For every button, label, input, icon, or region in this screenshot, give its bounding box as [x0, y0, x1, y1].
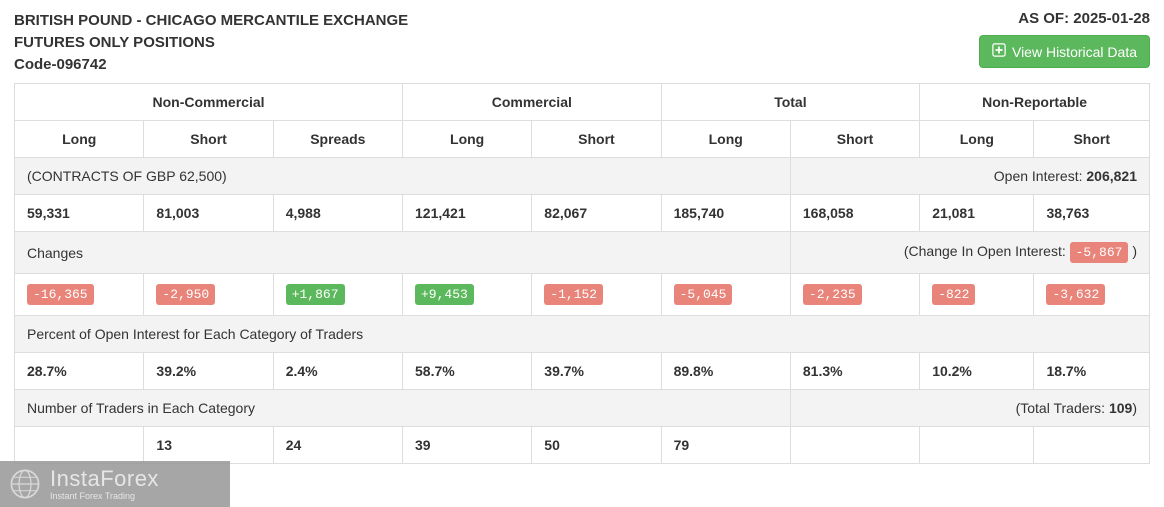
- pct-cell: 39.7%: [532, 353, 661, 390]
- trader-cell: [15, 427, 144, 464]
- col-short-2: Short: [532, 121, 661, 158]
- pos-cell: 168,058: [791, 195, 920, 232]
- watermark: InstaForex Instant Forex Trading: [0, 461, 230, 507]
- change-oi-cell: (Change In Open Interest: -5,867 ): [791, 232, 1149, 274]
- open-interest-value: 206,821: [1086, 168, 1137, 184]
- pos-cell: 4,988: [274, 195, 403, 232]
- header-left: BRITISH POUND - CHICAGO MERCANTILE EXCHA…: [14, 10, 408, 75]
- table-wrap: Non-Commercial Commercial Total Non-Repo…: [0, 83, 1164, 464]
- trader-cell: 79: [662, 427, 791, 464]
- group-noncommercial: Non-Commercial: [15, 84, 403, 121]
- pos-cell: 121,421: [403, 195, 532, 232]
- col-short-1: Short: [144, 121, 273, 158]
- change-cell: -1,152: [532, 274, 661, 316]
- pct-cell: 58.7%: [403, 353, 532, 390]
- percent-label: Percent of Open Interest for Each Catego…: [15, 316, 1149, 353]
- change-cell: -16,365: [15, 274, 144, 316]
- changes-label: Changes: [15, 232, 791, 274]
- as-of-date: 2025-01-28: [1073, 10, 1150, 27]
- total-traders-label: (Total Traders:: [1016, 400, 1105, 416]
- group-total: Total: [662, 84, 921, 121]
- watermark-brand: InstaForex: [50, 468, 159, 490]
- pos-cell: 81,003: [144, 195, 273, 232]
- total-traders-cell: (Total Traders: 109): [791, 390, 1149, 427]
- change-cell: -2,950: [144, 274, 273, 316]
- pos-cell: 82,067: [532, 195, 661, 232]
- col-long-2: Long: [403, 121, 532, 158]
- change-cell: -822: [920, 274, 1034, 316]
- pos-cell: 38,763: [1034, 195, 1149, 232]
- change-oi-label: (Change In Open Interest:: [904, 243, 1066, 259]
- header-right: AS OF: 2025-01-28 View Historical Data: [979, 10, 1150, 68]
- total-traders-value: 109: [1109, 400, 1132, 416]
- hist-btn-label: View Historical Data: [1012, 44, 1137, 60]
- group-header-row: Non-Commercial Commercial Total Non-Repo…: [15, 84, 1149, 121]
- percent-row: 28.7% 39.2% 2.4% 58.7% 39.7% 89.8% 81.3%…: [15, 353, 1149, 390]
- col-long-1: Long: [15, 121, 144, 158]
- view-historical-button[interactable]: View Historical Data: [979, 35, 1150, 68]
- pct-cell: 89.8%: [662, 353, 791, 390]
- pos-cell: 21,081: [920, 195, 1034, 232]
- col-long-3: Long: [662, 121, 791, 158]
- traders-label: Number of Traders in Each Category: [15, 390, 791, 427]
- pos-cell: 185,740: [662, 195, 791, 232]
- change-cell: -2,235: [791, 274, 920, 316]
- change-cell: -3,632: [1034, 274, 1149, 316]
- total-traders-close: ): [1132, 400, 1137, 416]
- trader-cell: [920, 427, 1034, 464]
- plus-icon: [992, 43, 1006, 60]
- traders-band-row: Number of Traders in Each Category (Tota…: [15, 390, 1149, 427]
- code-line: Code-096742: [14, 54, 408, 76]
- trader-cell: [1034, 427, 1149, 464]
- col-header-row: Long Short Spreads Long Short Long Short…: [15, 121, 1149, 158]
- pos-cell: 59,331: [15, 195, 144, 232]
- changes-row: -16,365 -2,950 +1,867 +9,453 -1,152 -5,0…: [15, 274, 1149, 316]
- trader-cell: [791, 427, 920, 464]
- positions-row: 59,331 81,003 4,988 121,421 82,067 185,7…: [15, 195, 1149, 232]
- open-interest-cell: Open Interest: 206,821: [791, 158, 1149, 195]
- contracts-band-row: (CONTRACTS OF GBP 62,500) Open Interest:…: [15, 158, 1149, 195]
- as-of: AS OF: 2025-01-28: [979, 10, 1150, 27]
- pct-cell: 81.3%: [791, 353, 920, 390]
- group-commercial: Commercial: [403, 84, 662, 121]
- change-cell: +9,453: [403, 274, 532, 316]
- change-cell: -5,045: [662, 274, 791, 316]
- title-line-2: FUTURES ONLY POSITIONS: [14, 32, 408, 54]
- open-interest-label: Open Interest:: [994, 168, 1083, 184]
- pct-cell: 2.4%: [274, 353, 403, 390]
- trader-cell: 13: [144, 427, 273, 464]
- trader-cell: 39: [403, 427, 532, 464]
- contracts-label: (CONTRACTS OF GBP 62,500): [15, 158, 791, 195]
- change-oi-close: ): [1132, 243, 1137, 259]
- col-short-4: Short: [1034, 121, 1149, 158]
- traders-row: 13 24 39 50 79: [15, 427, 1149, 464]
- globe-icon: [8, 467, 42, 501]
- header: BRITISH POUND - CHICAGO MERCANTILE EXCHA…: [0, 0, 1164, 83]
- col-spreads: Spreads: [274, 121, 403, 158]
- percent-band-row: Percent of Open Interest for Each Catego…: [15, 316, 1149, 353]
- positions-table: Non-Commercial Commercial Total Non-Repo…: [14, 83, 1150, 464]
- change-oi-value: -5,867: [1070, 242, 1129, 263]
- group-nonreportable: Non-Reportable: [920, 84, 1149, 121]
- trader-cell: 50: [532, 427, 661, 464]
- title-line-1: BRITISH POUND - CHICAGO MERCANTILE EXCHA…: [14, 10, 408, 32]
- watermark-text: InstaForex Instant Forex Trading: [50, 468, 159, 501]
- pct-cell: 18.7%: [1034, 353, 1149, 390]
- pct-cell: 10.2%: [920, 353, 1034, 390]
- col-long-4: Long: [920, 121, 1034, 158]
- col-short-3: Short: [791, 121, 920, 158]
- trader-cell: 24: [274, 427, 403, 464]
- pct-cell: 28.7%: [15, 353, 144, 390]
- watermark-tagline: Instant Forex Trading: [50, 492, 159, 501]
- change-cell: +1,867: [274, 274, 403, 316]
- changes-band-row: Changes (Change In Open Interest: -5,867…: [15, 232, 1149, 274]
- pct-cell: 39.2%: [144, 353, 273, 390]
- as-of-label: AS OF:: [1018, 10, 1069, 27]
